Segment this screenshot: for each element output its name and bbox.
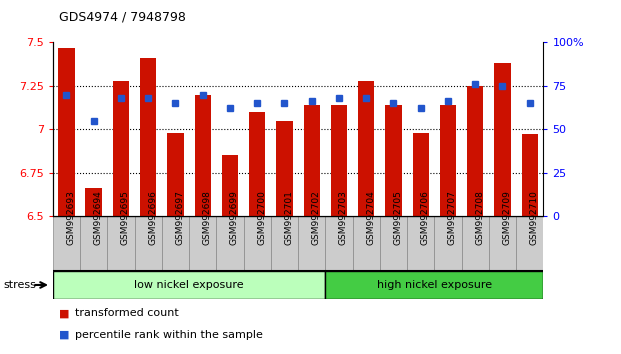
Text: percentile rank within the sample: percentile rank within the sample [75,330,263,339]
Text: GSM992695: GSM992695 [121,190,130,245]
Text: GSM992693: GSM992693 [66,190,75,245]
Text: ■: ■ [59,330,70,339]
Bar [53,271,325,299]
Bar [86,188,102,216]
Bar [440,105,456,216]
Bar [325,271,543,299]
Bar [222,155,238,216]
Text: stress: stress [3,280,36,290]
Text: GSM992698: GSM992698 [202,190,212,245]
Bar [353,216,380,271]
Bar [58,48,75,216]
Text: GSM992709: GSM992709 [502,190,512,245]
Bar [304,105,320,216]
Text: GSM992702: GSM992702 [312,190,320,245]
Bar [189,216,216,271]
Text: GSM992696: GSM992696 [148,190,157,245]
Text: GSM992700: GSM992700 [257,190,266,245]
Text: GSM992707: GSM992707 [448,190,457,245]
Bar [412,133,429,216]
Bar [494,63,510,216]
Bar [522,135,538,216]
Bar [325,216,353,271]
Bar [216,216,243,271]
Text: GSM992705: GSM992705 [394,190,402,245]
Text: GSM992706: GSM992706 [421,190,430,245]
Bar [271,216,298,271]
Bar [276,121,292,216]
Bar [162,216,189,271]
Bar [140,58,156,216]
Text: GSM992694: GSM992694 [94,190,102,245]
Bar [298,216,325,271]
Text: low nickel exposure: low nickel exposure [134,280,244,290]
Bar [467,86,483,216]
Text: GSM992697: GSM992697 [175,190,184,245]
Bar [167,133,184,216]
Bar [516,216,543,271]
Text: transformed count: transformed count [75,308,178,318]
Text: GSM992704: GSM992704 [366,190,375,245]
Text: GDS4974 / 7948798: GDS4974 / 7948798 [59,11,186,24]
Bar [194,95,211,216]
Bar [358,81,374,216]
Text: high nickel exposure: high nickel exposure [377,280,492,290]
Text: GSM992708: GSM992708 [475,190,484,245]
Bar [249,112,265,216]
Bar [331,105,347,216]
Text: GSM992710: GSM992710 [530,190,539,245]
Text: GSM992699: GSM992699 [230,190,239,245]
Bar [243,216,271,271]
Bar [434,216,461,271]
Bar [80,216,107,271]
Text: GSM992701: GSM992701 [284,190,294,245]
Bar [489,216,516,271]
Bar [407,216,434,271]
Text: ■: ■ [59,308,70,318]
Bar [380,216,407,271]
Bar [53,216,80,271]
Bar [461,216,489,271]
Bar [107,216,135,271]
Bar [385,105,402,216]
Bar [135,216,162,271]
Bar [113,81,129,216]
Text: GSM992703: GSM992703 [339,190,348,245]
